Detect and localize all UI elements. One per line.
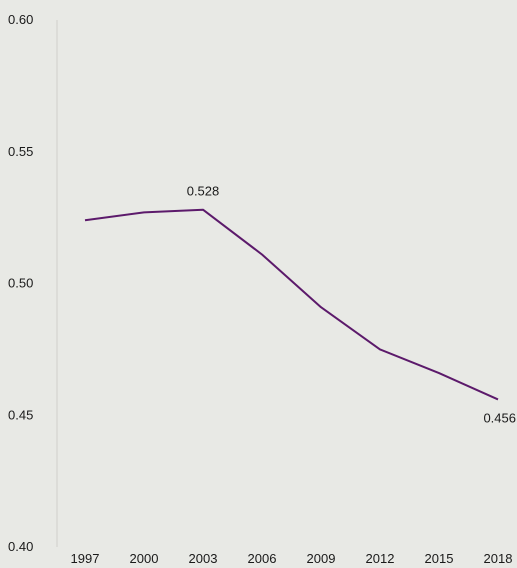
x-tick-label: 2015 [425,551,454,566]
x-tick-label: 2012 [366,551,395,566]
x-tick-label: 2006 [248,551,277,566]
data-label: 0.528 [187,184,220,199]
x-tick-label: 2003 [189,551,218,566]
x-tick-label: 2009 [307,551,336,566]
y-tick-label: 0.45 [8,407,33,422]
y-tick-labels: 0.40 0.45 0.50 0.55 0.60 [8,12,33,554]
y-tick-label: 0.60 [8,12,33,27]
x-tick-label: 2018 [484,551,513,566]
y-tick-label: 0.50 [8,276,33,291]
series-line [84,208,499,401]
x-tick-label: 2000 [130,551,159,566]
y-tick-label: 0.55 [8,144,33,159]
data-labels: 0.528 0.456 [187,184,516,426]
x-tick-labels: 1997 2000 2003 2006 2009 2012 2015 2018 [71,551,513,566]
x-tick-label: 1997 [71,551,100,566]
y-tick-label: 0.40 [8,539,33,554]
data-label: 0.456 [483,410,516,425]
